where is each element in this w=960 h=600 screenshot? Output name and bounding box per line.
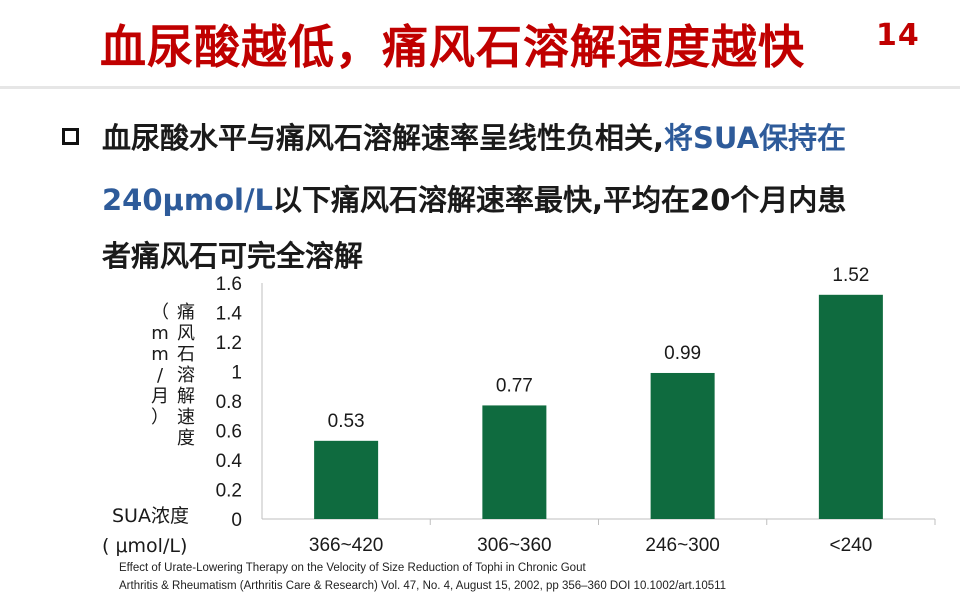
y-tick-label: 0.4 <box>216 451 243 472</box>
y-tick-label: 0.2 <box>216 481 242 502</box>
y-tick-label: 1.4 <box>216 304 243 325</box>
bullet-text-1b: 将SUA保持在 <box>664 121 847 155</box>
y-tick-label: 0 <box>231 510 242 531</box>
title-divider <box>0 86 960 89</box>
x-tick-label: 246~300 <box>645 535 720 556</box>
y-axis-unit-char: 月 <box>151 386 169 407</box>
y-axis-label-char: 解 <box>177 386 195 407</box>
slide-number: 14 <box>876 18 920 53</box>
y-axis-label-char: 速 <box>177 407 195 428</box>
y-axis-label-char: 石 <box>177 344 195 365</box>
y-axis-unit-char: （ <box>151 302 169 323</box>
x-axis-label-line2: ( μmol/L) <box>102 535 187 557</box>
bar <box>314 440 379 519</box>
bar <box>482 405 547 519</box>
y-axis-unit-char: m <box>151 323 169 344</box>
x-tick-label: <240 <box>829 535 872 556</box>
y-tick-label: 1.6 <box>216 274 242 295</box>
y-axis-label-char: 痛 <box>177 302 195 323</box>
bar-data-label: 0.53 <box>328 411 365 432</box>
y-tick-label: 1 <box>231 363 242 384</box>
y-axis-unit-char: ） <box>151 407 169 428</box>
bar-data-label: 1.52 <box>832 265 869 286</box>
bullet-text-2b: 以下痛风石溶解速率最快,平均在20个月内患 <box>273 183 847 217</box>
hollow-square-icon <box>62 128 79 145</box>
bullet-text-2a: 240μmol/L <box>102 183 274 217</box>
reference-line-1: Effect of Urate-Lowering Therapy on the … <box>119 562 586 574</box>
y-axis-unit-char: m <box>151 344 169 365</box>
bullet-line-2: 240μmol/L以下痛风石溶解速率最快,平均在20个月内患 <box>102 180 846 220</box>
bullet-line-1: 血尿酸水平与痛风石溶解速率呈线性负相关,将SUA保持在 <box>102 118 846 158</box>
y-axis-unit-char: / <box>157 365 164 386</box>
x-tick-label: 366~420 <box>309 535 384 556</box>
bar-data-label: 0.77 <box>496 375 533 396</box>
y-axis-label-char: 溶 <box>177 365 195 386</box>
y-tick-label: 1.2 <box>216 333 242 354</box>
bullet-line-3: 者痛风石可完全溶解 <box>102 239 364 273</box>
y-tick-label: 0.8 <box>216 392 242 413</box>
bar <box>650 372 715 519</box>
y-axis-label-char: 风 <box>177 323 195 344</box>
slide-title: 血尿酸越低，痛风石溶解速度越快 <box>100 20 805 74</box>
bar <box>818 294 883 519</box>
x-tick-label: 306~360 <box>477 535 552 556</box>
x-axis-label-line1: SUA浓度 <box>112 505 189 527</box>
y-axis-label-char: 度 <box>177 428 195 449</box>
bar-data-label: 0.99 <box>664 343 701 364</box>
y-tick-label: 0.6 <box>216 422 242 443</box>
bullet-text-1a: 血尿酸水平与痛风石溶解速率呈线性负相关, <box>102 121 665 155</box>
reference-line-2: Arthritis & Rheumatism (Arthritis Care &… <box>119 580 727 592</box>
